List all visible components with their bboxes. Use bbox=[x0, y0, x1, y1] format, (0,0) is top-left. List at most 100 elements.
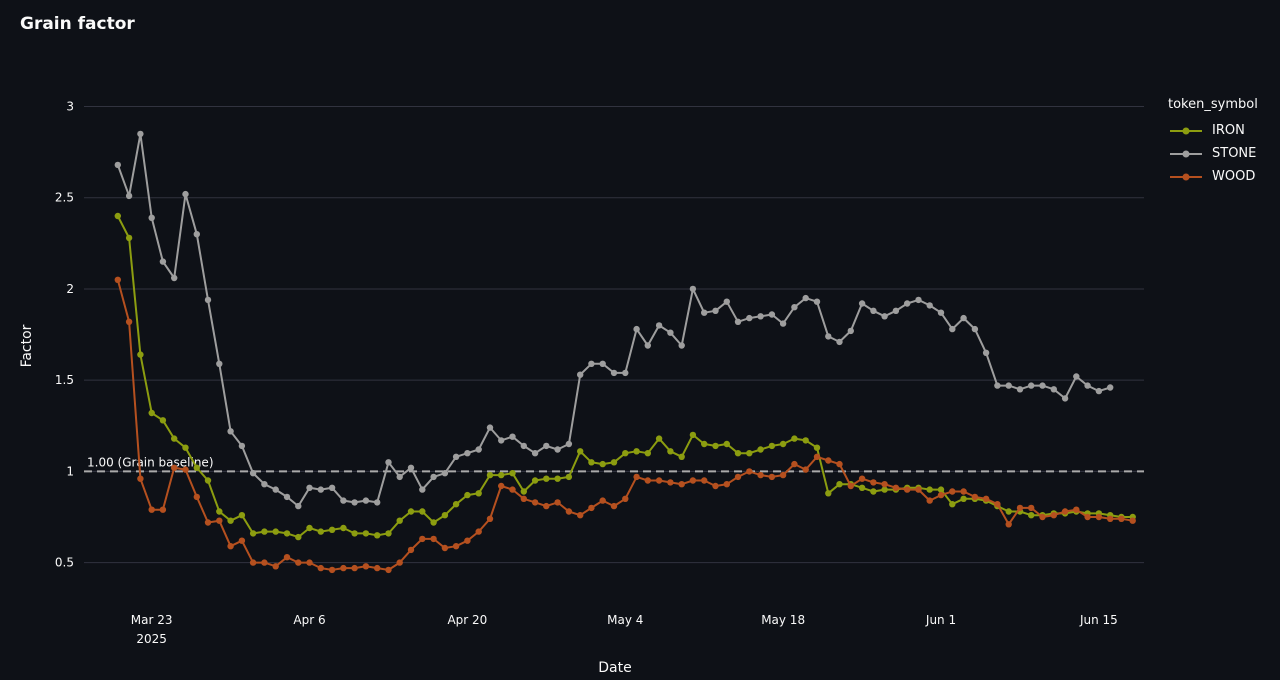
data-point bbox=[283, 530, 291, 537]
data-point bbox=[1005, 508, 1012, 515]
data-point bbox=[960, 495, 967, 502]
legend-swatch bbox=[1170, 173, 1202, 180]
data-point bbox=[520, 495, 527, 502]
data-point bbox=[114, 212, 122, 220]
y-tick-label: 0.5 bbox=[55, 556, 74, 570]
data-point bbox=[1016, 504, 1024, 512]
y-tick-label: 2.5 bbox=[55, 191, 74, 205]
data-point bbox=[452, 453, 460, 460]
data-point bbox=[182, 444, 189, 451]
data-point bbox=[464, 450, 471, 457]
data-point bbox=[419, 508, 426, 515]
data-point bbox=[272, 486, 279, 493]
chart-title: Grain factor bbox=[20, 14, 135, 34]
data-point bbox=[238, 442, 246, 450]
data-point bbox=[430, 473, 437, 481]
data-point bbox=[655, 322, 663, 329]
data-point bbox=[825, 490, 832, 497]
data-point bbox=[543, 475, 550, 482]
data-point bbox=[667, 448, 674, 455]
data-point bbox=[915, 296, 922, 304]
data-point bbox=[667, 479, 674, 486]
data-point bbox=[238, 537, 246, 544]
legend-item-iron[interactable]: IRON bbox=[1168, 119, 1258, 142]
data-point bbox=[712, 442, 719, 450]
data-point bbox=[734, 450, 742, 457]
data-point bbox=[340, 564, 347, 572]
series-wood bbox=[114, 276, 1136, 574]
data-point bbox=[137, 351, 144, 358]
data-point bbox=[577, 371, 584, 378]
data-point bbox=[655, 435, 663, 442]
data-point bbox=[227, 428, 234, 435]
data-point bbox=[249, 470, 257, 477]
data-point bbox=[791, 460, 798, 468]
data-point bbox=[204, 296, 212, 304]
data-point bbox=[802, 294, 809, 302]
data-point bbox=[791, 304, 798, 311]
data-point bbox=[1050, 512, 1058, 519]
data-point bbox=[531, 499, 539, 506]
data-point bbox=[396, 517, 403, 524]
y-tick-label: 2 bbox=[66, 282, 74, 296]
data-point bbox=[982, 495, 990, 502]
legend-title: token_symbol bbox=[1168, 97, 1258, 112]
data-point bbox=[565, 473, 573, 481]
data-point bbox=[1095, 387, 1103, 395]
data-point bbox=[892, 307, 900, 314]
data-point bbox=[881, 486, 888, 493]
data-point bbox=[554, 499, 561, 506]
data-point bbox=[892, 484, 900, 491]
data-point bbox=[577, 512, 584, 519]
data-point bbox=[171, 274, 178, 282]
y-tick-label: 1 bbox=[66, 464, 74, 478]
data-point bbox=[430, 535, 437, 543]
data-point bbox=[633, 473, 640, 481]
data-point bbox=[396, 559, 403, 566]
data-point bbox=[385, 530, 392, 537]
data-point bbox=[813, 453, 821, 460]
data-point bbox=[193, 493, 200, 501]
data-point bbox=[295, 533, 302, 541]
data-point bbox=[249, 530, 257, 537]
data-point bbox=[283, 493, 291, 501]
data-point bbox=[441, 544, 449, 552]
y-tick-labels: 0.5 1 1.5 2 2.5 3 bbox=[55, 99, 74, 569]
data-point bbox=[171, 435, 178, 442]
data-point bbox=[994, 501, 1001, 508]
data-point bbox=[227, 517, 234, 524]
data-point bbox=[193, 231, 200, 238]
data-point bbox=[836, 338, 843, 346]
data-point bbox=[261, 528, 268, 535]
data-point bbox=[926, 486, 933, 493]
data-point bbox=[419, 535, 426, 543]
legend-item-stone[interactable]: STONE bbox=[1168, 142, 1258, 165]
data-point bbox=[904, 486, 911, 493]
data-point bbox=[870, 488, 877, 495]
legend-item-wood[interactable]: WOOD bbox=[1168, 165, 1258, 188]
legend-swatch-marker bbox=[1182, 150, 1190, 157]
data-point bbox=[757, 313, 764, 320]
data-point bbox=[441, 470, 449, 477]
data-point bbox=[779, 440, 787, 448]
x-tick-label: Jun 1 bbox=[925, 613, 956, 627]
legend: token_symbol IRON STONE WOOD bbox=[1168, 97, 1258, 188]
data-point bbox=[577, 448, 584, 455]
data-point bbox=[768, 311, 776, 318]
data-point bbox=[182, 190, 189, 198]
data-point bbox=[306, 484, 313, 491]
data-point bbox=[351, 564, 358, 572]
data-point bbox=[960, 314, 967, 322]
data-point bbox=[949, 488, 956, 495]
data-point bbox=[159, 258, 167, 265]
data-point bbox=[261, 481, 268, 488]
data-point bbox=[441, 512, 449, 519]
data-point bbox=[813, 444, 821, 451]
data-point bbox=[328, 484, 336, 491]
data-point bbox=[779, 320, 787, 327]
data-point bbox=[204, 519, 212, 526]
data-point bbox=[1084, 513, 1091, 521]
data-point bbox=[689, 431, 697, 439]
data-point bbox=[216, 360, 223, 367]
data-point bbox=[1050, 386, 1058, 393]
